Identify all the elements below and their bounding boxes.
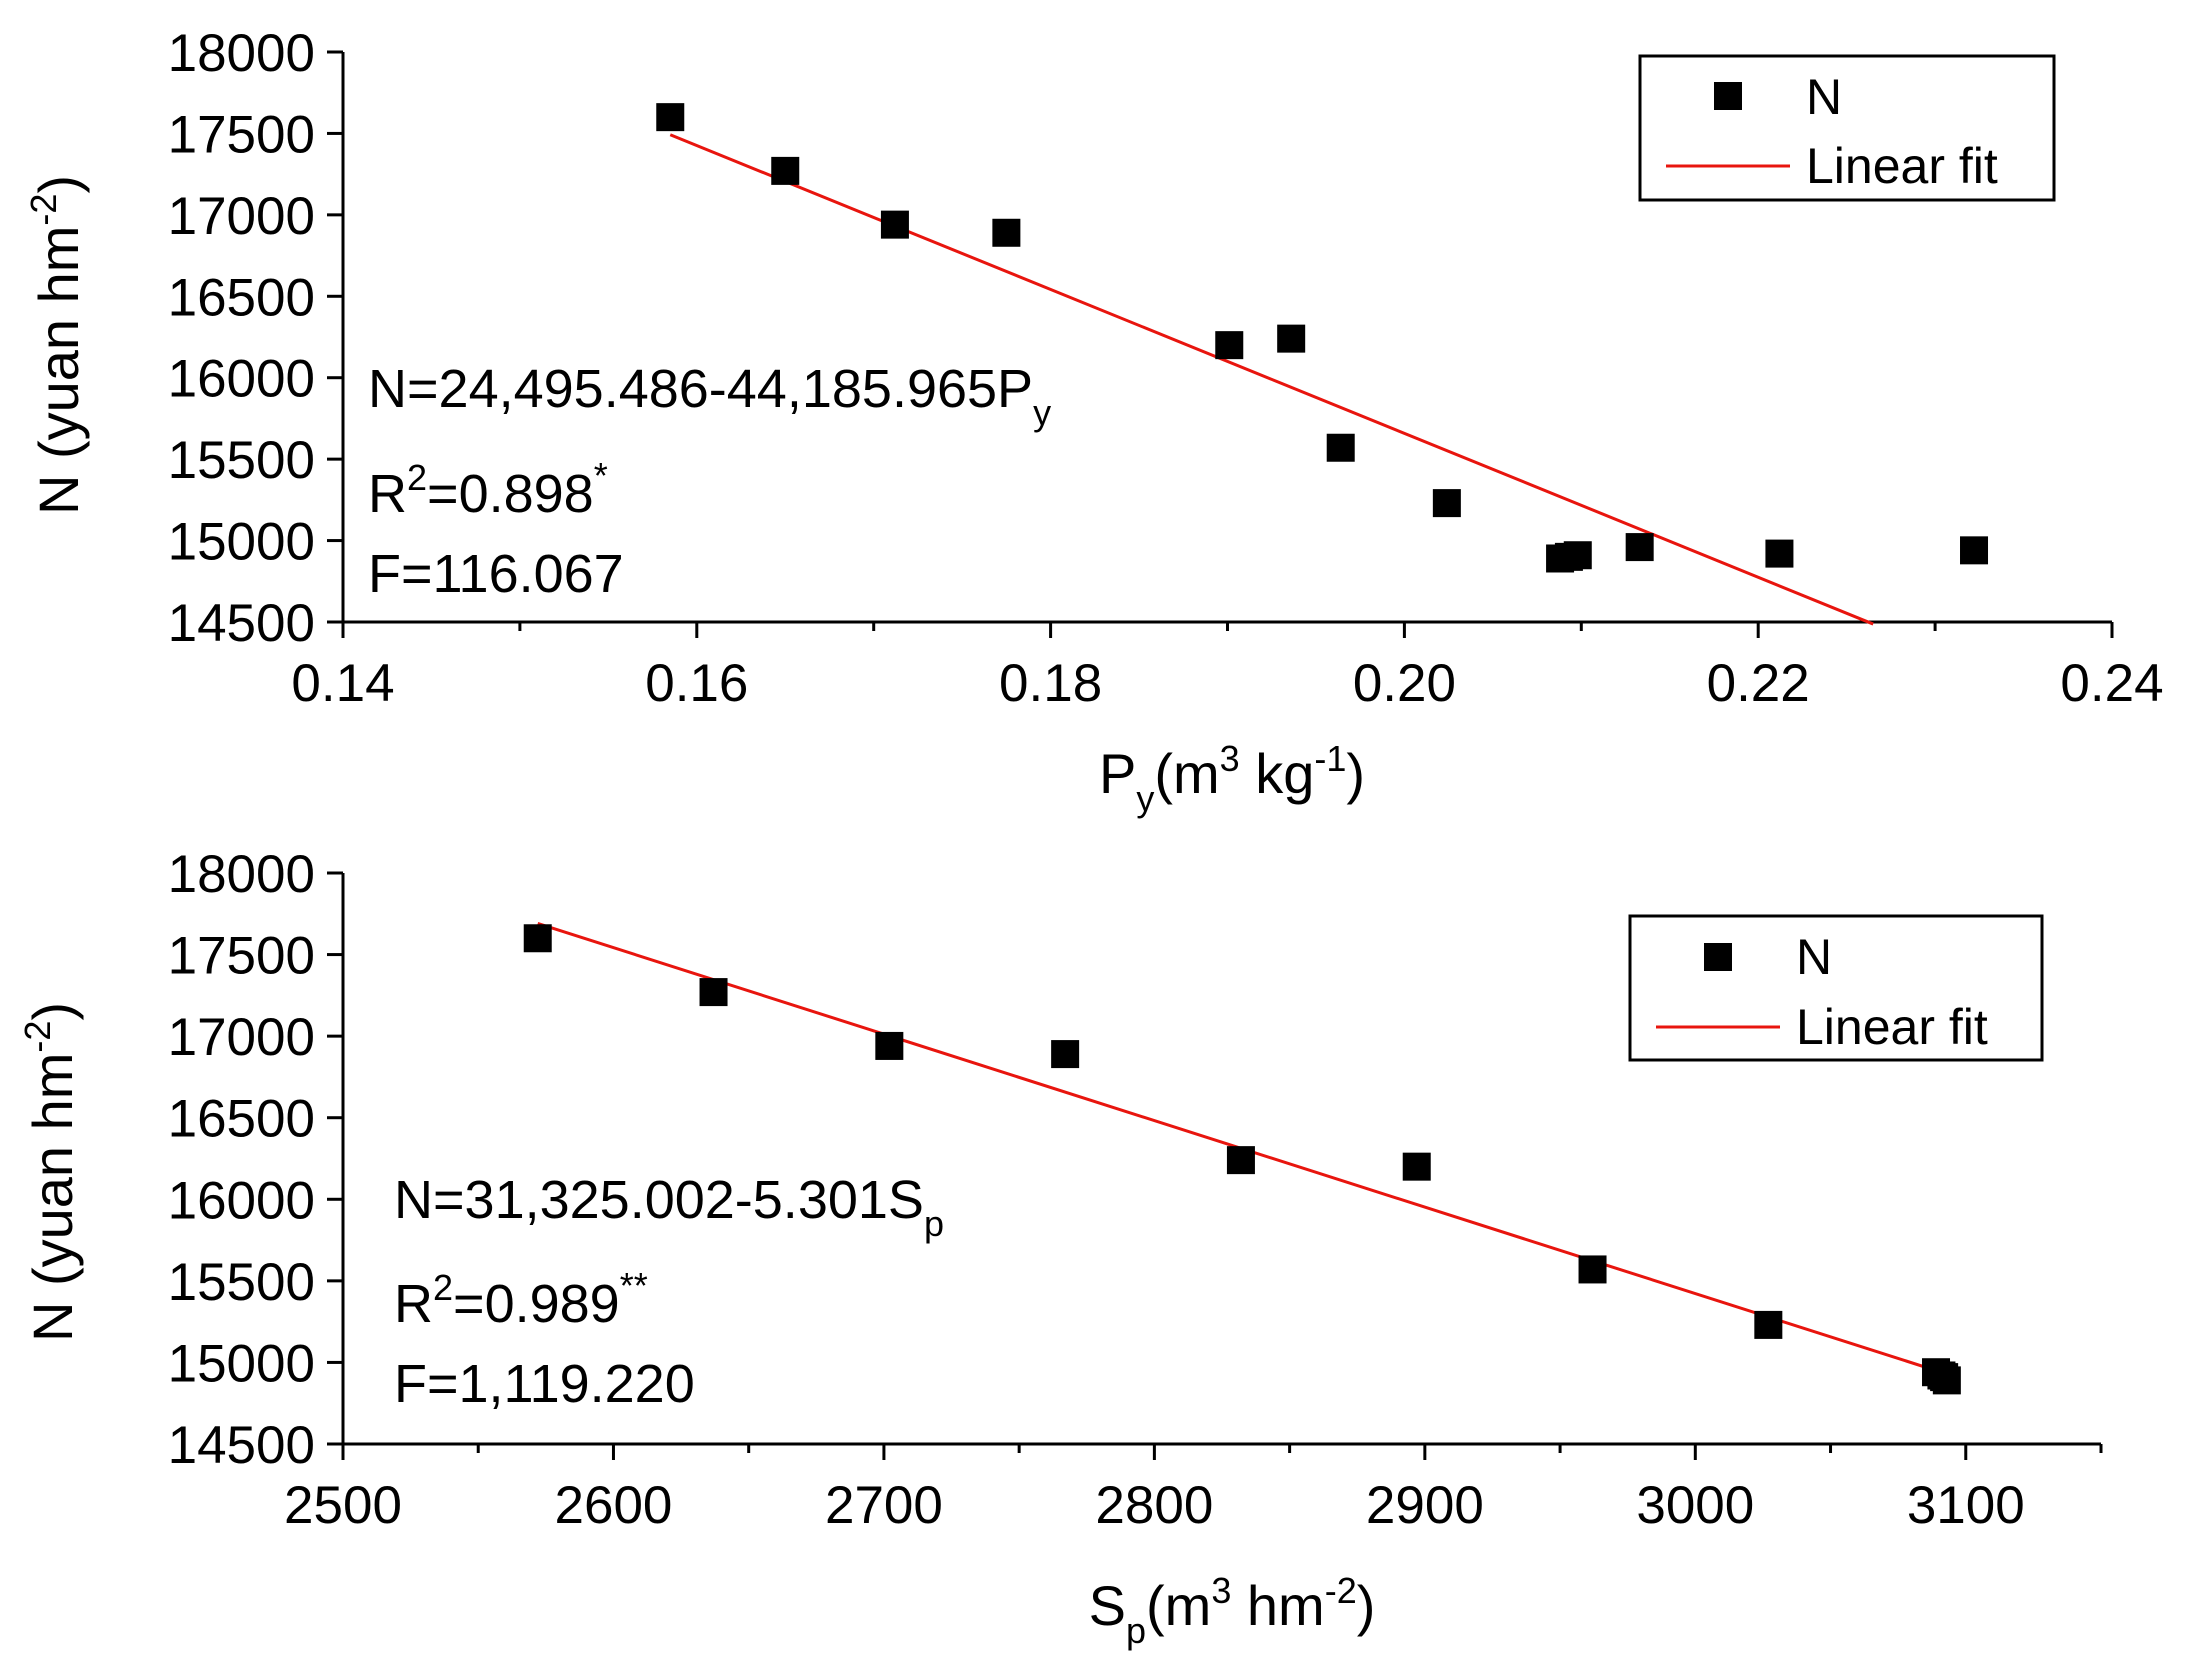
bottom-x-tick-label: 2700: [825, 1476, 943, 1535]
bottom-y-tick-label: 16000: [168, 1171, 315, 1230]
top-y-tick-label: 17000: [168, 187, 315, 246]
bottom-f-statistic: F=1,119.220: [394, 1354, 695, 1414]
top-legend-marker: [1714, 82, 1742, 110]
bottom-equation-line: N=31,325.002-5.301Sp: [394, 1170, 944, 1244]
bottom-x-tick-label: 3000: [1636, 1476, 1754, 1535]
bottom-data-point: [1402, 1152, 1431, 1181]
bottom-x-tick-label: 2900: [1366, 1476, 1484, 1535]
top-x-axis-title: Py(m3 kg-1): [1099, 738, 1365, 819]
bottom-r-squared: R2=0.989**: [394, 1265, 648, 1334]
bottom-data-point: [1754, 1310, 1783, 1339]
bottom-x-axis-title: Sp(m3 hm-2): [1089, 1570, 1376, 1651]
bottom-legend-box: [1628, 914, 2044, 1062]
bottom-y-axis-title: N (yuan hm-2): [17, 1002, 84, 1342]
bottom-y-tick-label: 15500: [168, 1253, 315, 1312]
top-legend: N Linear fit: [1638, 54, 2056, 202]
bottom-data-point: [1226, 1146, 1255, 1175]
bottom-data-point: [1932, 1366, 1961, 1395]
top-legend-points-label: N: [1806, 69, 1842, 125]
bottom-x-tick-label: 3100: [1907, 1476, 2025, 1535]
bottom-x-tick-label: 2500: [284, 1476, 402, 1535]
top-x-tick-label: 0.22: [1707, 654, 1810, 713]
top-x-tick-label: 0.16: [645, 654, 748, 713]
top-data-point: [1277, 324, 1306, 353]
bottom-data-point: [1051, 1040, 1080, 1069]
top-y-axis-title: N (yuan hm-2): [23, 175, 90, 515]
bottom-data-point: [523, 924, 552, 953]
top-data-points: [656, 103, 1989, 573]
top-data-point: [992, 218, 1021, 247]
top-data-point: [656, 103, 685, 132]
top-legend-box: [1638, 54, 2056, 202]
bottom-data-point: [875, 1031, 904, 1060]
top-y-tick-label: 16500: [168, 268, 315, 327]
bottom-x-tick-label: 2600: [555, 1476, 673, 1535]
bottom-legend-line-label: Linear fit: [1796, 999, 1988, 1055]
top-data-point: [1432, 489, 1461, 518]
bottom-data-point: [699, 978, 728, 1007]
bottom-data-points: [523, 924, 1961, 1395]
bottom-y-tick-label: 18000: [168, 845, 315, 904]
bottom-chart-panel: 2500 2600 2700 2800 2900 3000 3100 14500150001…: [17, 845, 2103, 1651]
top-chart-panel: 0.14 0.16 0.18 0.20 0.22 0.24 14500 15000 15500…: [23, 24, 2164, 819]
bottom-legend-marker: [1704, 943, 1732, 971]
top-data-point: [880, 210, 909, 239]
top-r-squared: R2=0.898*: [368, 455, 608, 524]
top-x-tick-label: 0.24: [2060, 654, 2163, 713]
bottom-y-tick-label: 17000: [168, 1008, 315, 1067]
top-fit-line: [669, 133, 1874, 626]
top-x-tick-label: 0.18: [999, 654, 1102, 713]
bottom-x-tick-label: 2800: [1095, 1476, 1213, 1535]
top-data-point: [1215, 331, 1244, 360]
bottom-legend-points-label: N: [1796, 929, 1832, 985]
bottom-data-point: [1578, 1255, 1607, 1284]
top-data-point: [1625, 533, 1654, 562]
top-axes: [327, 50, 2114, 638]
bottom-x-tick-labels: 2500 2600 2700 2800 2900 3000 3100: [284, 1476, 2025, 1535]
bottom-y-tick-label: 15000: [168, 1334, 315, 1393]
top-y-tick-labels: 14500 15000 15500 16000 16500 17000 17500 18000: [168, 24, 315, 653]
bottom-y-tick-label: 16500: [168, 1090, 315, 1149]
bottom-y-tick-label: 14500: [168, 1416, 315, 1475]
top-y-tick-label: 15500: [168, 431, 315, 490]
top-data-point: [1326, 433, 1355, 462]
top-x-tick-labels: 0.14 0.16 0.18 0.20 0.22 0.24: [291, 654, 2163, 713]
top-y-tick-label: 16000: [168, 350, 315, 409]
top-data-point: [771, 156, 800, 185]
bottom-axes: [327, 871, 2103, 1460]
top-data-point: [1765, 539, 1794, 568]
top-f-statistic: F=116.067: [368, 544, 624, 604]
top-y-tick-label: 17500: [168, 105, 315, 164]
top-data-point: [1960, 536, 1989, 565]
top-y-tick-label: 18000: [168, 24, 315, 83]
top-fit-line-group: [669, 133, 1874, 626]
top-y-tick-label: 15000: [168, 513, 315, 572]
bottom-legend: N Linear fit: [1628, 914, 2044, 1062]
bottom-y-tick-labels: 14500 15000 15500 16000 16500 17000 17500 18000: [168, 845, 315, 1475]
top-equation-line: N=24,495.486-44,185.965Py: [368, 359, 1051, 433]
top-data-point: [1563, 541, 1592, 570]
top-y-tick-label: 14500: [168, 594, 315, 653]
bottom-y-tick-label: 17500: [168, 927, 315, 986]
top-x-tick-label: 0.20: [1353, 654, 1456, 713]
top-legend-line-label: Linear fit: [1806, 138, 1998, 194]
top-x-tick-label: 0.14: [291, 654, 394, 713]
